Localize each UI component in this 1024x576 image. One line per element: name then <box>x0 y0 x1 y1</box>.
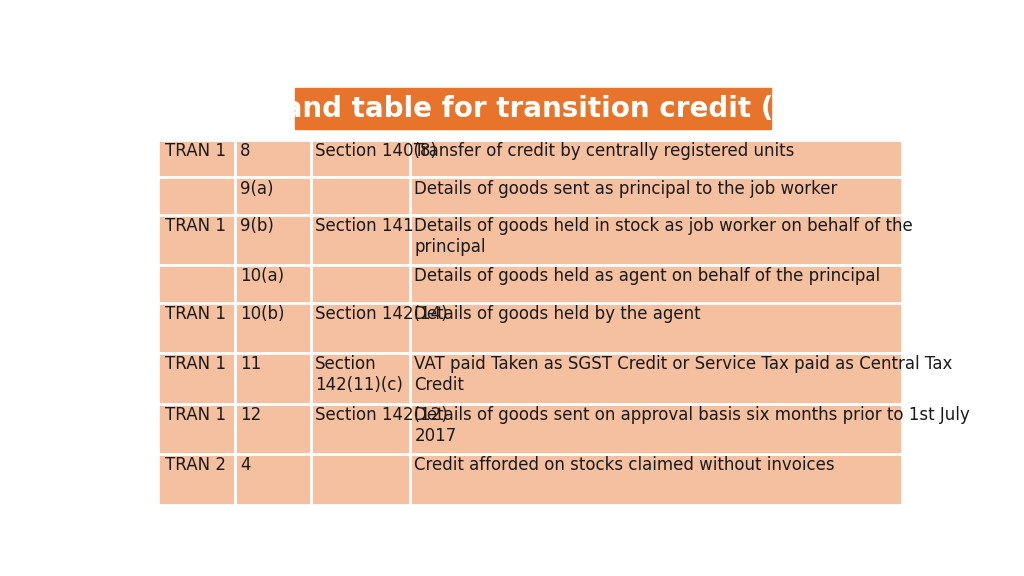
Text: TRAN 1: TRAN 1 <box>165 142 225 160</box>
Text: TRAN 1: TRAN 1 <box>165 217 225 235</box>
Text: TRAN 1: TRAN 1 <box>165 305 225 323</box>
Text: 8: 8 <box>240 142 251 160</box>
Text: Transfer of credit by centrally registered units: Transfer of credit by centrally register… <box>415 142 795 160</box>
Text: 11: 11 <box>240 355 261 373</box>
Text: Details of goods held as agent on behalf of the principal: Details of goods held as agent on behalf… <box>415 267 881 286</box>
Text: Forms and table for transition credit ( Contd): Forms and table for transition credit ( … <box>177 94 888 123</box>
Text: TRAN 2: TRAN 2 <box>165 456 225 474</box>
FancyBboxPatch shape <box>295 88 771 129</box>
Text: 10(b): 10(b) <box>240 305 285 323</box>
Text: Section 141: Section 141 <box>315 217 414 235</box>
Text: Section 142(12): Section 142(12) <box>315 406 449 424</box>
Text: 10(a): 10(a) <box>240 267 284 286</box>
Text: 4: 4 <box>240 456 251 474</box>
Bar <box>158 140 902 505</box>
Text: 12: 12 <box>240 406 261 424</box>
Text: Section
142(11)(c): Section 142(11)(c) <box>315 355 403 394</box>
Text: Details of goods sent as principal to the job worker: Details of goods sent as principal to th… <box>415 180 838 198</box>
Text: Credit afforded on stocks claimed without invoices: Credit afforded on stocks claimed withou… <box>415 456 836 474</box>
Text: Details of goods held by the agent: Details of goods held by the agent <box>415 305 701 323</box>
Text: VAT paid Taken as SGST Credit or Service Tax paid as Central Tax
Credit: VAT paid Taken as SGST Credit or Service… <box>415 355 953 394</box>
Text: Section 140(8): Section 140(8) <box>315 142 437 160</box>
Text: 9(a): 9(a) <box>240 180 273 198</box>
Text: Section 142(14): Section 142(14) <box>315 305 447 323</box>
Text: TRAN 1: TRAN 1 <box>165 406 225 424</box>
Text: TRAN 1: TRAN 1 <box>165 355 225 373</box>
Text: Details of goods sent on approval basis six months prior to 1st July
2017: Details of goods sent on approval basis … <box>415 406 970 445</box>
Text: 9(b): 9(b) <box>240 217 273 235</box>
Text: Details of goods held in stock as job worker on behalf of the
principal: Details of goods held in stock as job wo… <box>415 217 913 256</box>
